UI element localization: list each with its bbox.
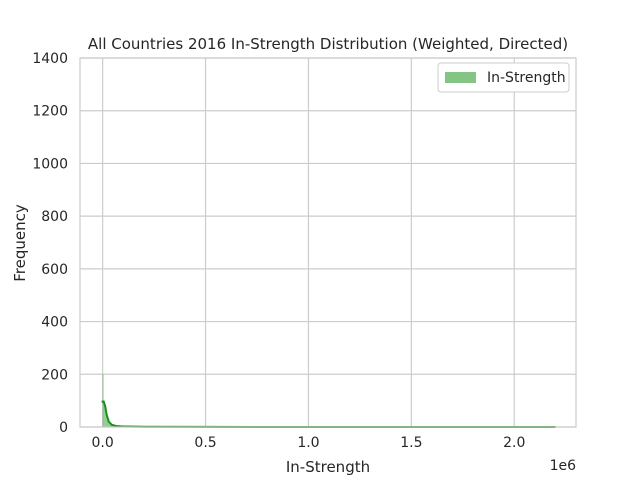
y-tick-label: 600 bbox=[41, 262, 68, 278]
x-axis-label: In-Strength bbox=[286, 458, 370, 476]
histogram-bar bbox=[103, 400, 105, 427]
x-tick-label: 0.5 bbox=[194, 435, 216, 451]
histogram-bar bbox=[108, 422, 110, 427]
histogram-bar bbox=[110, 424, 111, 427]
x-offset-label: 1e6 bbox=[550, 458, 577, 474]
legend-swatch bbox=[445, 72, 476, 83]
histogram-bar bbox=[105, 412, 106, 427]
legend-box bbox=[437, 62, 570, 93]
y-tick-labels: 0 200 400 600 800 1000 1200 1400 bbox=[32, 51, 68, 436]
x-tick-label: 0.0 bbox=[92, 435, 114, 451]
y-tick-label: 200 bbox=[41, 367, 68, 383]
histogram-bar bbox=[106, 418, 108, 427]
chart-title: All Countries 2016 In-Strength Distribut… bbox=[88, 35, 568, 53]
y-tick-label: 0 bbox=[59, 420, 68, 436]
y-tick-label: 1400 bbox=[32, 51, 68, 67]
x-tick-label: 2.0 bbox=[503, 435, 525, 451]
y-tick-label: 1200 bbox=[32, 104, 68, 120]
histogram-bar bbox=[110, 424, 113, 427]
x-tick-label: 1.5 bbox=[400, 435, 422, 451]
legend-label: In-Strength bbox=[487, 70, 566, 86]
plot-frame bbox=[79, 57, 577, 428]
x-tick-labels: 0.0 0.5 1.0 1.5 2.0 bbox=[92, 435, 526, 451]
x-tick-label: 1.0 bbox=[297, 435, 319, 451]
y-tick-label: 400 bbox=[41, 315, 68, 331]
y-axis-label: Frequency bbox=[11, 204, 29, 282]
grid bbox=[80, 57, 576, 428]
histogram-bar bbox=[107, 420, 109, 427]
histogram-bar bbox=[104, 405, 106, 427]
y-tick-label: 800 bbox=[41, 209, 68, 225]
y-tick-label: 1000 bbox=[32, 156, 68, 172]
histogram-bar bbox=[109, 423, 111, 427]
legend: In-Strength bbox=[437, 62, 570, 93]
histogram-bar bbox=[105, 416, 107, 427]
